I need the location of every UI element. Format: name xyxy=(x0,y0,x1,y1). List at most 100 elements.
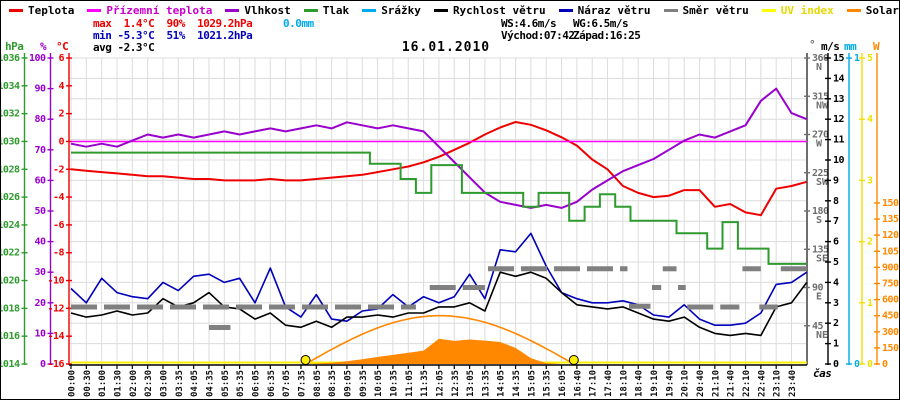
svg-text:300: 300 xyxy=(882,327,899,338)
svg-text:08:35: 08:35 xyxy=(328,370,338,397)
svg-text:2: 2 xyxy=(58,109,64,120)
svg-text:9: 9 xyxy=(833,175,839,186)
svg-text:07:05: 07:05 xyxy=(282,370,292,397)
svg-text:13:05: 13:05 xyxy=(466,370,476,397)
x-axis: 00:00 00:30 01:00 01:30 02:00 02:30 03:00 03:35… xyxy=(68,364,807,397)
svg-text:18:40: 18:40 xyxy=(635,370,645,397)
legend-label: Teplota xyxy=(28,4,75,17)
stat-sunset: Západ:16:25 xyxy=(573,29,641,42)
svg-text:01:00: 01:00 xyxy=(98,370,108,397)
svg-text:20:10: 20:10 xyxy=(681,370,691,397)
svg-text:0: 0 xyxy=(58,136,64,147)
svg-text:W: W xyxy=(816,139,823,150)
svg-text:14: 14 xyxy=(833,73,845,84)
svg-text:0: 0 xyxy=(854,359,860,370)
svg-text:135: 135 xyxy=(812,244,829,255)
svg-text:1034: 1034 xyxy=(1,81,20,92)
stat-rain: 0.0mm xyxy=(283,17,314,30)
legend-item: Náraz větru xyxy=(558,4,651,17)
legend-swatch-icon xyxy=(761,9,776,12)
legend-label: Směr větru xyxy=(682,4,749,17)
svg-text:03:35: 03:35 xyxy=(175,370,185,397)
svg-text:270: 270 xyxy=(812,130,829,141)
svg-text:07:35: 07:35 xyxy=(297,370,307,397)
axis-header-temp: °C xyxy=(56,40,69,53)
svg-text:16:40: 16:40 xyxy=(573,370,583,397)
svg-text:1032: 1032 xyxy=(1,109,20,120)
svg-text:14:35: 14:35 xyxy=(512,370,522,397)
axis-header-time: čas xyxy=(813,367,832,380)
stat-min: min -5.3°C 51% 1021.2hPa xyxy=(93,29,253,42)
svg-text:-14: -14 xyxy=(47,331,64,342)
svg-text:1: 1 xyxy=(854,53,860,64)
axis-header-solar: W xyxy=(873,40,880,53)
legend-swatch-icon xyxy=(303,9,318,12)
svg-text:05:05: 05:05 xyxy=(221,370,231,397)
svg-text:10: 10 xyxy=(833,155,845,166)
legend-item: Tlak xyxy=(303,4,349,17)
svg-text:600: 600 xyxy=(882,295,899,306)
svg-text:23:40: 23:40 xyxy=(788,370,798,397)
svg-text:08:05: 08:05 xyxy=(313,370,323,397)
axes: 1036103410321030102810261024102210201018… xyxy=(1,53,900,370)
legend-swatch-icon xyxy=(433,9,448,12)
sun-markers xyxy=(300,355,579,365)
legend-label: Vlhkost xyxy=(244,4,291,17)
svg-text:750: 750 xyxy=(882,278,899,289)
sunset-marker-icon xyxy=(568,355,579,365)
svg-text:12:35: 12:35 xyxy=(451,370,461,397)
svg-text:10: 10 xyxy=(34,328,46,339)
svg-text:21:40: 21:40 xyxy=(727,370,737,397)
svg-text:0: 0 xyxy=(867,359,873,370)
svg-text:SW: SW xyxy=(816,177,829,188)
svg-text:-8: -8 xyxy=(53,248,65,259)
svg-text:06:35: 06:35 xyxy=(267,370,277,397)
svg-text:02:30: 02:30 xyxy=(144,370,154,397)
svg-text:13:35: 13:35 xyxy=(481,370,491,397)
svg-text:150: 150 xyxy=(882,343,899,354)
svg-text:5: 5 xyxy=(867,53,873,64)
svg-text:00:30: 00:30 xyxy=(83,370,93,397)
svg-text:12: 12 xyxy=(833,114,845,125)
svg-text:E: E xyxy=(816,292,822,303)
svg-text:09:05: 09:05 xyxy=(343,370,353,397)
series-vlhkost xyxy=(70,87,808,209)
svg-text:8: 8 xyxy=(833,196,839,207)
svg-text:NW: NW xyxy=(816,100,829,111)
svg-text:06:05: 06:05 xyxy=(251,370,261,397)
svg-text:14:05: 14:05 xyxy=(497,370,507,397)
svg-text:5: 5 xyxy=(833,257,839,268)
legend-swatch-icon xyxy=(9,9,23,12)
svg-text:02:00: 02:00 xyxy=(129,370,139,397)
svg-text:15:35: 15:35 xyxy=(543,370,553,397)
svg-text:180: 180 xyxy=(812,206,829,217)
svg-text:0: 0 xyxy=(833,359,839,370)
series-n-raz-v-tru xyxy=(70,232,808,327)
stat-sunrise: Východ:07:42 xyxy=(501,29,575,42)
svg-text:1016: 1016 xyxy=(1,331,20,342)
svg-text:16:05: 16:05 xyxy=(558,370,568,397)
svg-text:13: 13 xyxy=(833,94,845,105)
svg-text:22:40: 22:40 xyxy=(757,370,767,397)
svg-text:00:00: 00:00 xyxy=(68,370,78,397)
legend-swatch-icon xyxy=(558,9,573,12)
svg-text:1028: 1028 xyxy=(1,164,20,175)
svg-text:100: 100 xyxy=(29,53,46,64)
svg-text:30: 30 xyxy=(34,267,46,278)
svg-text:4: 4 xyxy=(867,114,873,125)
svg-text:N: N xyxy=(816,62,822,73)
legend-label: Solar xyxy=(865,4,899,17)
series-rychlost-v-tru xyxy=(70,271,808,337)
svg-text:10:35: 10:35 xyxy=(389,370,399,397)
grid xyxy=(69,57,807,364)
svg-text:01:30: 01:30 xyxy=(113,370,123,397)
svg-text:1050: 1050 xyxy=(882,246,900,257)
svg-text:10:05: 10:05 xyxy=(374,370,384,397)
svg-text:05:35: 05:35 xyxy=(236,370,246,397)
svg-text:1036: 1036 xyxy=(1,53,20,64)
legend-swatch-icon xyxy=(362,9,377,12)
svg-text:1: 1 xyxy=(867,298,873,309)
